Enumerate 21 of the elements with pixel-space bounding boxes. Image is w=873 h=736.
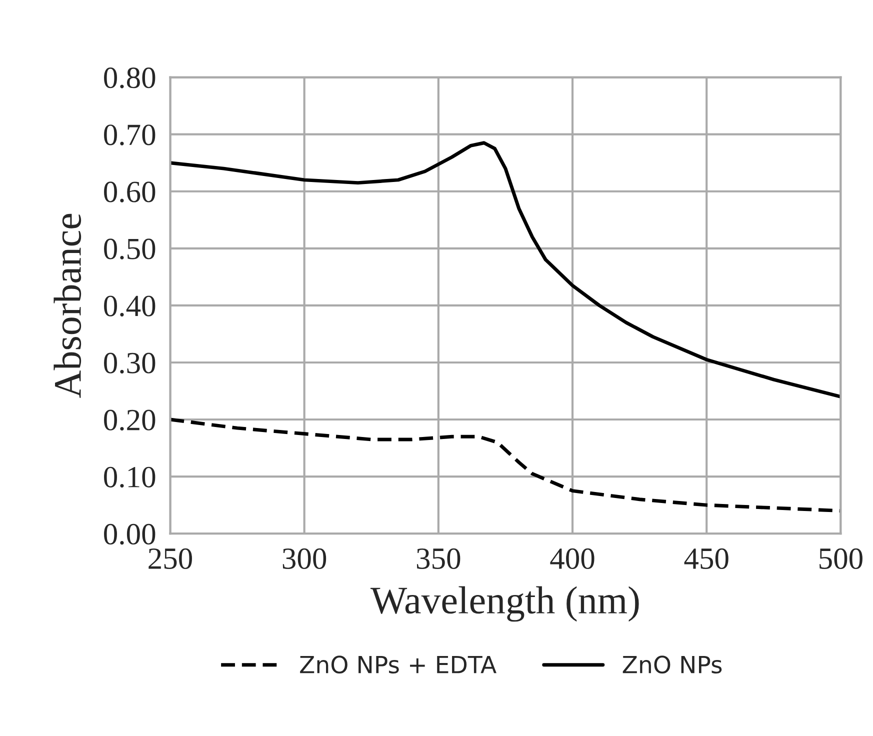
x-tick-label: 300 — [282, 548, 326, 569]
legend-label: ZnO NPs + EDTA — [300, 656, 496, 674]
x-tick-label: 400 — [550, 548, 594, 569]
y-tick-label: 0.10 — [104, 466, 156, 488]
x-tick-label: 350 — [416, 548, 460, 569]
y-tick-label: 0.40 — [104, 296, 156, 316]
y-tick-label: 0.30 — [104, 352, 156, 374]
x-axis-title: Wavelength (nm) — [370, 586, 639, 622]
line-series — [170, 141, 841, 398]
line-series — [170, 418, 841, 513]
x-tick-label: 450 — [684, 548, 728, 569]
x-tick-label: 500 — [820, 548, 862, 569]
y-tick-label: 0.70 — [104, 124, 156, 146]
x-tick-label: 250 — [148, 548, 192, 569]
y-tick-label: 0.60 — [104, 182, 156, 202]
y-tick-label: 0.50 — [104, 238, 156, 260]
legend-label: ZnO NPs — [622, 656, 722, 674]
y-tick-label: 0.80 — [104, 68, 156, 88]
y-tick-label: 0.00 — [104, 524, 156, 545]
y-axis-title: Absorbance — [54, 214, 82, 398]
y-tick-label: 0.20 — [104, 410, 156, 431]
